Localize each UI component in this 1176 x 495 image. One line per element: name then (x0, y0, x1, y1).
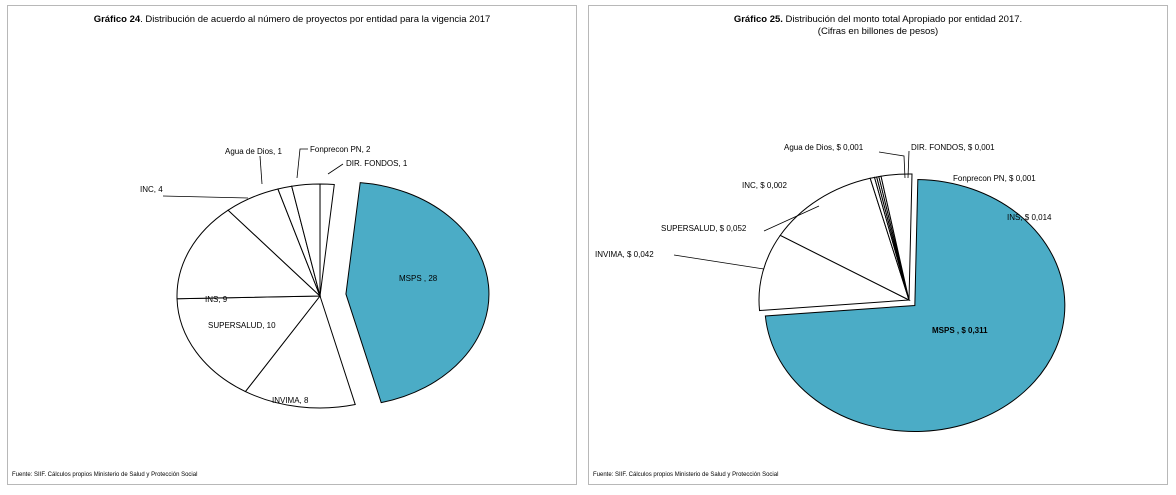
slice-label-supersalud: SUPERSALUD, $ 0,052 (661, 224, 747, 233)
chart-panel-25: Gráfico 25. Distribución del monto total… (588, 5, 1168, 485)
chart-panel-24: Gráfico 24. Distribución de acuerdo al n… (7, 5, 577, 485)
slice-label-fonprecon: Fonprecon PN, 2 (310, 145, 371, 154)
chart-title-text: . Distribución de acuerdo al número de p… (140, 14, 491, 25)
pie-slice-dir-fondos (319, 183, 335, 297)
slice-label-dir-fondos: DIR. FONDOS, 1 (346, 159, 408, 168)
leader-line-supersalud (763, 205, 820, 232)
chart-title-bold: Gráfico 24 (93, 14, 141, 25)
chart-title-bold: Gráfico 25. (733, 14, 783, 25)
slice-label-msps: MSPS , 28 (399, 274, 438, 283)
slice-label-inc: INC, $ 0,002 (742, 181, 787, 190)
leader-line-fonprecon (296, 148, 308, 179)
slice-label-ins: INS, $ 0,014 (1007, 213, 1052, 222)
chart-subtitle: (Cifras en billones de pesos) (817, 26, 939, 37)
pie-slice-invima (758, 234, 911, 312)
chart-source: Fuente: SIIF. Cálculos propios Ministeri… (593, 472, 779, 478)
slice-label-dir-fondos: DIR. FONDOS, $ 0,001 (911, 143, 995, 152)
pie-slice-ins (176, 209, 322, 300)
pie-chart-25: MSPS , $ 0,311 INVIMA, $ 0,042 SUPERSALU… (595, 143, 1066, 432)
slice-label-agua-de-dios: Agua de Dios, 1 (225, 147, 282, 156)
leader-line-agua (259, 155, 263, 185)
pie-slice-msps (764, 178, 1066, 432)
pie-chart-24: MSPS , 28 INVIMA, 8 SUPERSALUD, 10 INS, … (140, 145, 490, 409)
slice-label-fonprecon: Fonprecon PN, $ 0,001 (953, 174, 1036, 183)
leader-line-agua (878, 151, 906, 179)
slice-label-invima: INVIMA, 8 (272, 396, 309, 405)
leader-line-dir-fondos (907, 150, 910, 179)
slice-label-supersalud: SUPERSALUD, 10 (208, 321, 276, 330)
slice-label-agua-de-dios: Agua de Dios, $ 0,001 (784, 143, 864, 152)
slice-label-inc: INC, 4 (140, 185, 163, 194)
chart-source: Fuente: SIIF. Cálculos propios Ministeri… (12, 472, 198, 478)
pie-slice-msps (345, 182, 490, 404)
slice-label-msps: MSPS , $ 0,311 (932, 326, 988, 335)
chart-title: Gráfico 24. Distribución de acuerdo al n… (18, 14, 566, 26)
leader-line-invima (673, 254, 765, 270)
chart-title-text: Distribución del monto total Apropiado p… (782, 14, 1023, 25)
pie-slice-supersalud (176, 295, 322, 393)
pie-slice-invima (244, 294, 356, 409)
slice-label-ins: INS, 9 (205, 295, 228, 304)
leader-line-dir-fondos (327, 163, 344, 175)
pie-slice-ins (880, 173, 913, 301)
chart-title: Gráfico 25. Distribución del monto total… (599, 14, 1157, 38)
slice-label-invima: INVIMA, $ 0,042 (595, 250, 654, 259)
leader-line-inc (162, 195, 249, 199)
